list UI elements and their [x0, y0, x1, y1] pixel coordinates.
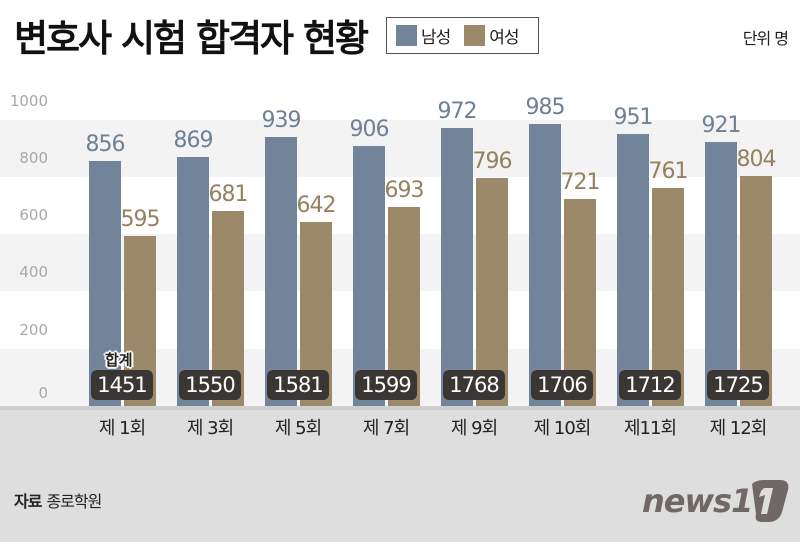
y-tick-label: 600 [19, 206, 48, 225]
legend: 남성 여성 [386, 17, 539, 54]
legend-label-female: 여성 [489, 28, 519, 48]
logo-text: news1 [642, 482, 752, 520]
value-label-female: 796 [472, 148, 513, 174]
y-tick-label: 400 [19, 263, 48, 282]
footer-area [0, 406, 800, 542]
y-tick-label: 800 [19, 148, 48, 167]
total-badge: 1725 [707, 370, 769, 400]
source-label: 자료 [14, 492, 42, 511]
source-credit: 자료 종로학원 [14, 488, 102, 512]
baseline-shadow [0, 406, 800, 410]
value-label-male: 951 [613, 104, 654, 130]
x-axis-label: 제 10회 [533, 418, 592, 439]
value-label-female: 693 [384, 178, 425, 204]
bar-female [652, 187, 684, 406]
x-axis-label: 제 12회 [709, 418, 768, 439]
value-label-female: 721 [560, 170, 601, 196]
bar-male [441, 127, 473, 406]
bar-male [617, 133, 649, 406]
value-label-male: 921 [701, 113, 742, 139]
female-swatch-icon [464, 25, 486, 46]
value-label-female: 761 [648, 158, 689, 184]
x-axis-label: 제 3회 [186, 418, 234, 439]
legend-item-male: 남성 [396, 23, 451, 48]
value-label-male: 939 [261, 107, 302, 133]
value-label-female: 804 [736, 146, 777, 172]
y-tick-label: 1000 [9, 91, 48, 110]
value-label-male: 856 [85, 131, 126, 157]
source-value: 종로학원 [46, 492, 102, 511]
y-tick-label: 200 [19, 320, 48, 339]
y-tick-label: 0 [38, 384, 48, 402]
value-label-female: 642 [296, 193, 337, 219]
bar-female [740, 175, 772, 406]
x-axis-label: 제 1회 [98, 418, 146, 439]
x-axis-label: 제 7회 [362, 418, 410, 439]
male-swatch-icon [396, 25, 417, 46]
value-label-female: 681 [208, 181, 249, 207]
total-badge: 1599 [355, 370, 417, 400]
total-badge: 1706 [531, 370, 593, 400]
value-label-male: 906 [349, 117, 390, 143]
bar-male [529, 123, 561, 406]
total-badge: 1712 [619, 370, 681, 400]
total-label: 합계 [105, 351, 133, 369]
bar-male [177, 157, 209, 406]
total-badge: 1768 [443, 370, 505, 400]
value-label-female: 595 [120, 206, 161, 232]
bar-female [476, 177, 508, 406]
value-label-male: 869 [173, 128, 214, 154]
total-badge: 1550 [179, 370, 241, 400]
legend-item-female: 여성 [464, 23, 520, 48]
total-badge: 1451 [91, 370, 153, 400]
bar-male [705, 142, 737, 406]
value-label-male: 985 [525, 94, 566, 120]
grid-band [0, 119, 800, 177]
unit-label: 단위 명 [742, 29, 789, 48]
chart-title: 변호사 시험 합격자 현황 [14, 17, 369, 60]
bar-male [265, 136, 297, 406]
legend-label-male: 남성 [421, 28, 451, 48]
x-axis-label: 제11회 [623, 418, 677, 439]
value-label-male: 972 [437, 98, 478, 124]
x-axis-label: 제 9회 [450, 418, 498, 439]
news1-logo-icon: news1 [642, 480, 789, 522]
bar-male [353, 146, 385, 406]
x-axis-label: 제 5회 [274, 418, 322, 439]
bar-male [89, 160, 121, 406]
total-badge: 1581 [267, 370, 329, 400]
